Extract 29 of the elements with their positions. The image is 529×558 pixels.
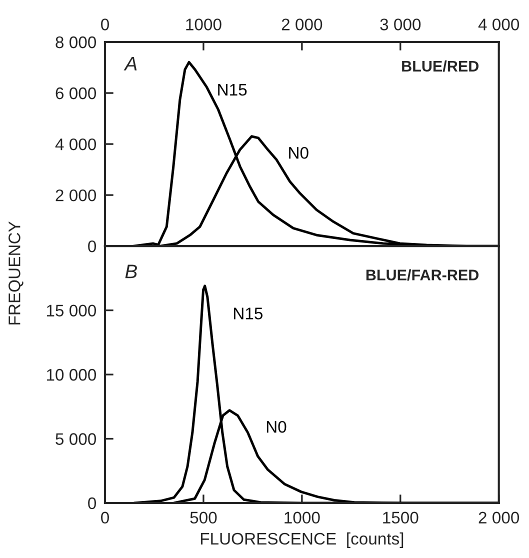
y-tick-label: 4 000 xyxy=(55,138,96,150)
y-tick-label: 0 xyxy=(88,240,96,252)
annotation: B xyxy=(125,264,138,278)
series-label: N0 xyxy=(266,420,286,433)
annotation: A xyxy=(124,57,137,70)
x-tick-label: 3 000 xyxy=(380,18,421,30)
annotation: BLUE/FAR-RED xyxy=(366,269,479,281)
annotation: BLUE/RED xyxy=(402,60,479,72)
y-tick-label: 5 000 xyxy=(56,433,96,445)
series-label: N0 xyxy=(289,146,308,159)
y-axis-title: FREQUENCY xyxy=(8,221,24,324)
y-tick-label: 8 000 xyxy=(56,36,96,48)
series-label: N15 xyxy=(234,308,262,320)
x-tick-label: 0 xyxy=(101,18,109,30)
y-tick-label: 6 000 xyxy=(56,87,96,100)
x-tick-label: 1500 xyxy=(383,512,418,524)
x-tick-label: 4 000 xyxy=(478,18,520,30)
x-tick-label: 2 000 xyxy=(282,18,322,30)
x-axis-title: FLUORESCENCE [counts] xyxy=(200,532,404,548)
series-label: N15 xyxy=(218,84,247,96)
y-tick-label: 2 000 xyxy=(56,189,96,202)
x-tick-label: 2 000 xyxy=(478,512,520,524)
y-tick-label: 15 000 xyxy=(46,304,96,317)
y-tick-label: 10 000 xyxy=(46,368,96,381)
x-tick-label: 1000 xyxy=(284,512,320,524)
x-tick-label: 0 xyxy=(101,512,109,524)
y-tick-label: 0 xyxy=(88,497,96,510)
x-tick-label: 500 xyxy=(190,512,217,524)
x-tick-label: 1000 xyxy=(186,18,222,30)
